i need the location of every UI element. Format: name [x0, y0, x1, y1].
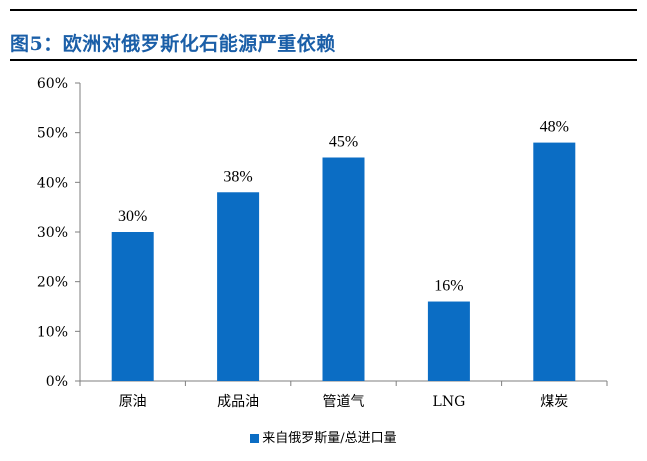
data-label: 30% [118, 208, 147, 225]
value-labels: 30% 38% 45% 16% 48% [118, 119, 569, 295]
axes: 0% 10% 20% 30% 40% 50% 60% 原油 成品油 管道气 LNG 煤炭 [37, 76, 608, 410]
bar [427, 301, 470, 381]
figure-title: 图5：欧洲对俄罗斯化石能源严重依赖 [10, 33, 336, 55]
x-tick-label: 成品油 [217, 394, 259, 410]
y-tick-label: 30% [37, 225, 68, 241]
y-tick-label: 60% [37, 76, 68, 92]
x-tick-label: LNG [433, 394, 466, 410]
x-tick-label: 管道气 [323, 394, 365, 410]
bar [217, 192, 260, 381]
data-label: 48% [540, 119, 569, 136]
title-rule [10, 59, 637, 61]
x-tick-label: 原油 [119, 394, 147, 410]
bar [322, 157, 365, 381]
bars [111, 142, 576, 381]
y-tick-label: 20% [37, 275, 68, 291]
bar [111, 232, 154, 381]
legend-label: 来自俄罗斯量/总进口量 [262, 431, 397, 446]
y-tick-label: 50% [37, 126, 68, 142]
top-rule [10, 9, 637, 11]
data-label: 45% [329, 134, 358, 151]
y-tick-label: 40% [37, 175, 68, 191]
x-tick-label: 煤炭 [540, 394, 568, 410]
y-tick-label: 0% [46, 374, 68, 390]
legend-swatch [250, 434, 260, 443]
data-label: 16% [434, 278, 463, 295]
legend: 来自俄罗斯量/总进口量 [0, 427, 647, 446]
bar [533, 142, 576, 381]
data-label: 38% [223, 168, 252, 185]
y-tick-label: 10% [37, 324, 68, 340]
